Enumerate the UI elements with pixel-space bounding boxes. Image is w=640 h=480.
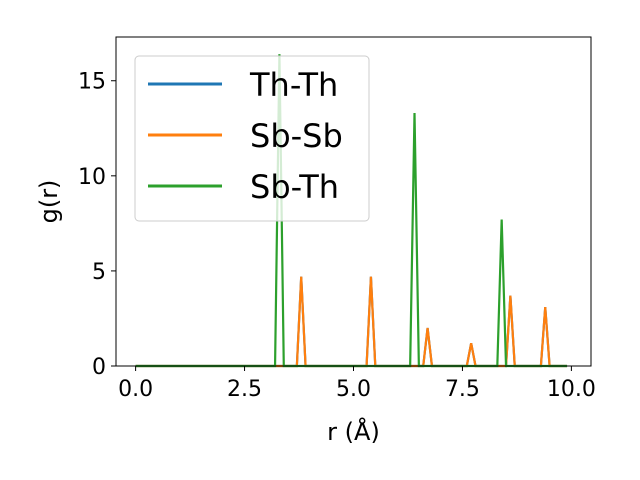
legend-label-th-th: Th-Th — [249, 66, 338, 104]
legend-label-sb-sb: Sb-Sb — [250, 117, 343, 155]
y-tick-label: 0 — [92, 355, 106, 380]
legend-box — [134, 55, 370, 222]
y-axis: 0 5 10 15 — [78, 70, 116, 380]
x-tick-label: 10.0 — [547, 377, 596, 402]
x-axis-label: r (Å) — [327, 417, 380, 446]
y-tick-label: 10 — [78, 165, 106, 190]
y-tick-label: 5 — [92, 260, 106, 285]
x-tick-label: 7.5 — [445, 377, 480, 402]
series-line-sb-sb — [135, 276, 568, 368]
legend-label-sb-th: Sb-Th — [250, 168, 339, 206]
x-tick-label: 5.0 — [336, 377, 371, 402]
legend: Th-Th Sb-Sb Sb-Th — [134, 55, 370, 222]
x-tick-label: 2.5 — [227, 377, 262, 402]
series-line-th-th — [135, 276, 568, 368]
x-tick-label: 0.0 — [118, 377, 153, 402]
x-axis: 0.0 2.5 5.0 7.5 10.0 — [118, 366, 596, 402]
y-axis-label: g(r) — [35, 180, 63, 224]
y-tick-label: 15 — [78, 70, 106, 95]
